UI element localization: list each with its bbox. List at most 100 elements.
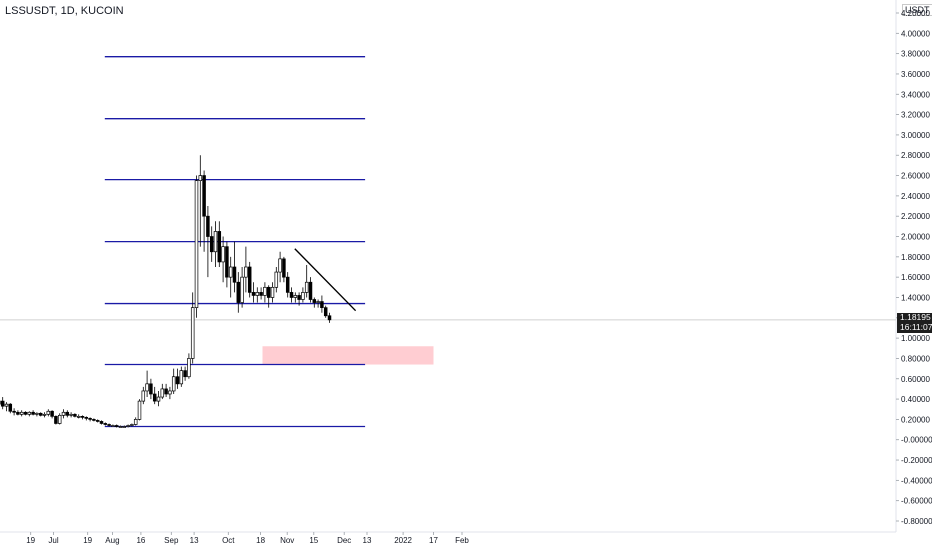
price-tick-label: 2.20000: [901, 212, 930, 221]
price-tick-label: -0.60000: [901, 497, 932, 506]
candle-body: [156, 396, 161, 402]
price-tick-label: 3.80000: [901, 50, 930, 59]
candle-body: [130, 424, 134, 426]
price-tick-label: 2.60000: [901, 172, 930, 181]
candle-body: [190, 307, 195, 359]
current-price-value: 1.18195: [900, 312, 931, 322]
candle-body: [160, 388, 165, 398]
price-tick-label: 0.60000: [901, 375, 930, 384]
price-tick-label: 2.80000: [901, 151, 930, 160]
price-tick-label: 0.20000: [901, 415, 930, 424]
candle-body: [278, 258, 282, 273]
candle-body: [145, 383, 149, 392]
candle-body: [297, 295, 301, 300]
price-tick-label: 4.20000: [901, 9, 930, 18]
candle-body: [301, 292, 305, 300]
time-tick-label: Nov: [280, 536, 294, 545]
candle-body: [175, 376, 180, 385]
time-tick-label: Oct: [222, 536, 235, 545]
candle-body: [282, 258, 286, 278]
candle-body: [225, 246, 229, 278]
candle-body: [4, 403, 9, 407]
candle-body: [88, 418, 92, 420]
candle-body: [285, 276, 290, 293]
currency-label[interactable]: USDT: [902, 4, 932, 16]
candle-body: [232, 266, 237, 283]
candle-body: [206, 215, 210, 237]
candle-body: [69, 413, 73, 416]
candle-body: [126, 425, 130, 427]
price-tick-label: 1.60000: [901, 273, 930, 282]
candle-body: [259, 292, 263, 296]
time-tick-label: Feb: [455, 536, 469, 545]
candle-body: [46, 410, 51, 415]
trendline: [294, 248, 357, 312]
price-tick-label: 3.40000: [901, 90, 930, 99]
candle-body: [270, 286, 275, 298]
candle-body: [137, 400, 142, 420]
price-tick-label: 0.80000: [901, 354, 930, 363]
candle-body: [251, 292, 256, 296]
candle-body: [111, 425, 115, 427]
candle-body: [38, 412, 43, 416]
candle-body: [289, 292, 294, 298]
candle-body: [266, 286, 271, 298]
support-zone: [262, 346, 434, 365]
time-tick-label: 13: [190, 536, 199, 545]
candle-body: [133, 419, 138, 425]
candle-body: [171, 376, 176, 392]
time-tick-label: Sep: [164, 536, 179, 545]
candle-body: [209, 236, 214, 253]
candle-body: [255, 292, 260, 296]
price-tick-label: -0.80000: [901, 517, 932, 526]
candle-body: [202, 175, 206, 217]
candle-body: [54, 416, 58, 424]
candle-body: [293, 295, 298, 298]
candle-body: [316, 301, 320, 303]
candle-body: [35, 412, 39, 415]
candle-body: [103, 423, 108, 425]
time-tick-label: Jul: [48, 536, 58, 545]
price-tick-label: 4.00000: [901, 29, 930, 38]
price-tick-label: 0.40000: [901, 395, 930, 404]
candle-body: [244, 266, 248, 278]
candle-body: [118, 426, 123, 428]
candle-body: [240, 276, 244, 303]
candle-body: [312, 299, 317, 303]
candle-body: [12, 410, 16, 413]
candle-body: [50, 410, 54, 417]
time-tick-label: 16: [136, 536, 145, 545]
price-tick-label: -0.40000: [901, 476, 932, 485]
price-tick-label: -0.00000: [901, 436, 932, 445]
candle-body: [31, 411, 35, 415]
bar-countdown: 16:11:07: [900, 321, 932, 332]
time-tick-label: 2022: [394, 536, 412, 545]
candle-body: [213, 231, 218, 253]
candle-body: [247, 266, 252, 293]
candle-body: [164, 388, 168, 395]
candle-body: [228, 266, 233, 278]
candle-body: [42, 413, 47, 416]
candle-body: [80, 416, 85, 418]
candle-body: [84, 417, 89, 419]
candle-body: [179, 370, 184, 385]
candle-body: [73, 413, 77, 417]
candle-body: [19, 411, 24, 415]
candle-body: [149, 383, 153, 395]
price-tick-label: 3.60000: [901, 70, 930, 79]
candle-body: [122, 426, 127, 428]
candle-body: [323, 307, 328, 317]
candle-body: [327, 315, 332, 321]
candle-body: [183, 370, 187, 378]
price-tick-label: 3.20000: [901, 111, 930, 120]
time-tick-label: 13: [363, 536, 372, 545]
candle-body: [114, 425, 119, 427]
price-tick-label: -0.20000: [901, 456, 932, 465]
time-tick-label: 19: [26, 536, 35, 545]
symbol-title: LSSUSDT, 1D, KUCOIN: [5, 5, 124, 17]
candle-body: [198, 175, 203, 181]
candle-body: [65, 411, 70, 416]
candle-body: [95, 420, 100, 422]
price-tick-label: 1.80000: [901, 253, 930, 262]
